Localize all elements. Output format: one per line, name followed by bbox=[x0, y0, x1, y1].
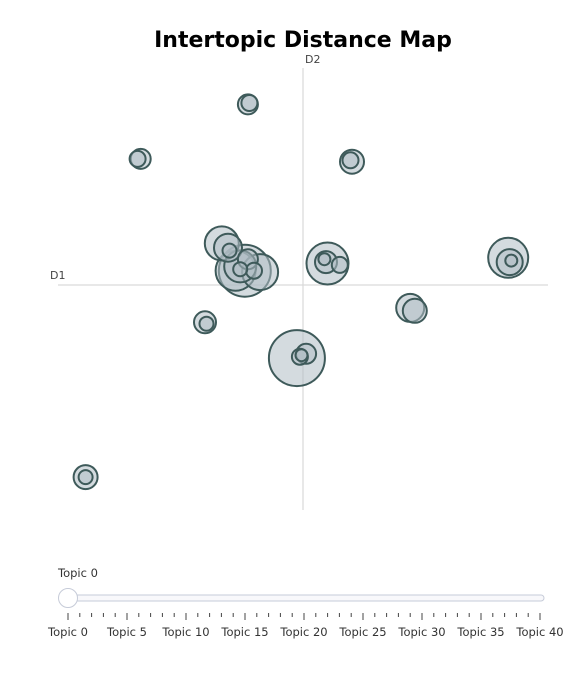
slider-ticks bbox=[67, 613, 541, 620]
chart-title: Intertopic Distance Map bbox=[154, 28, 452, 53]
topic-bubble-31[interactable] bbox=[317, 252, 332, 267]
topic-bubble-21[interactable] bbox=[128, 149, 147, 168]
topic-bubble-29[interactable] bbox=[294, 348, 309, 363]
slider-tick-label: Topic 0 bbox=[47, 625, 88, 639]
slider-tick-label: Topic 10 bbox=[161, 625, 209, 639]
topic-bubble-28[interactable] bbox=[77, 469, 94, 486]
slider-tick-label: Topic 15 bbox=[220, 625, 268, 639]
topic-bubble-20[interactable] bbox=[240, 94, 259, 112]
plot-area: D1 D2 bbox=[50, 53, 548, 510]
topic-bubbles bbox=[72, 93, 530, 491]
topic-bubble-27[interactable] bbox=[232, 261, 249, 278]
slider-tick-label: Topic 5 bbox=[106, 625, 147, 639]
topic-bubble-9[interactable] bbox=[401, 297, 428, 324]
slider-tick-label: Topic 20 bbox=[279, 625, 327, 639]
topic-bubble-32[interactable] bbox=[504, 253, 519, 268]
slider-tick-label: Topic 25 bbox=[338, 625, 386, 639]
slider-handle[interactable] bbox=[58, 588, 78, 608]
d1-axis-label: D1 bbox=[50, 269, 65, 282]
d2-axis-label: D2 bbox=[305, 53, 320, 66]
topic-bubble-23[interactable] bbox=[245, 261, 263, 280]
topic-bubble-25[interactable] bbox=[341, 151, 360, 170]
slider-rail[interactable] bbox=[63, 594, 545, 602]
slider-tick-label: Topic 35 bbox=[456, 625, 504, 639]
slider-tick-label: Topic 30 bbox=[397, 625, 445, 639]
topic-slider[interactable]: Topic 0 Topic 0 Topic 5 Topic 10 Topic 15 To… bbox=[47, 566, 564, 639]
topic-bubble-26[interactable] bbox=[198, 315, 215, 332]
slider-tick-labels: Topic 0 Topic 5 Topic 10 Topic 15 Topic 20 To… bbox=[47, 625, 564, 639]
slider-current-value: Topic 0 bbox=[57, 566, 98, 580]
topic-bubble-30[interactable] bbox=[221, 242, 238, 259]
slider-tick-label: Topic 40 bbox=[515, 625, 563, 639]
topic-bubble-24[interactable] bbox=[330, 255, 349, 274]
